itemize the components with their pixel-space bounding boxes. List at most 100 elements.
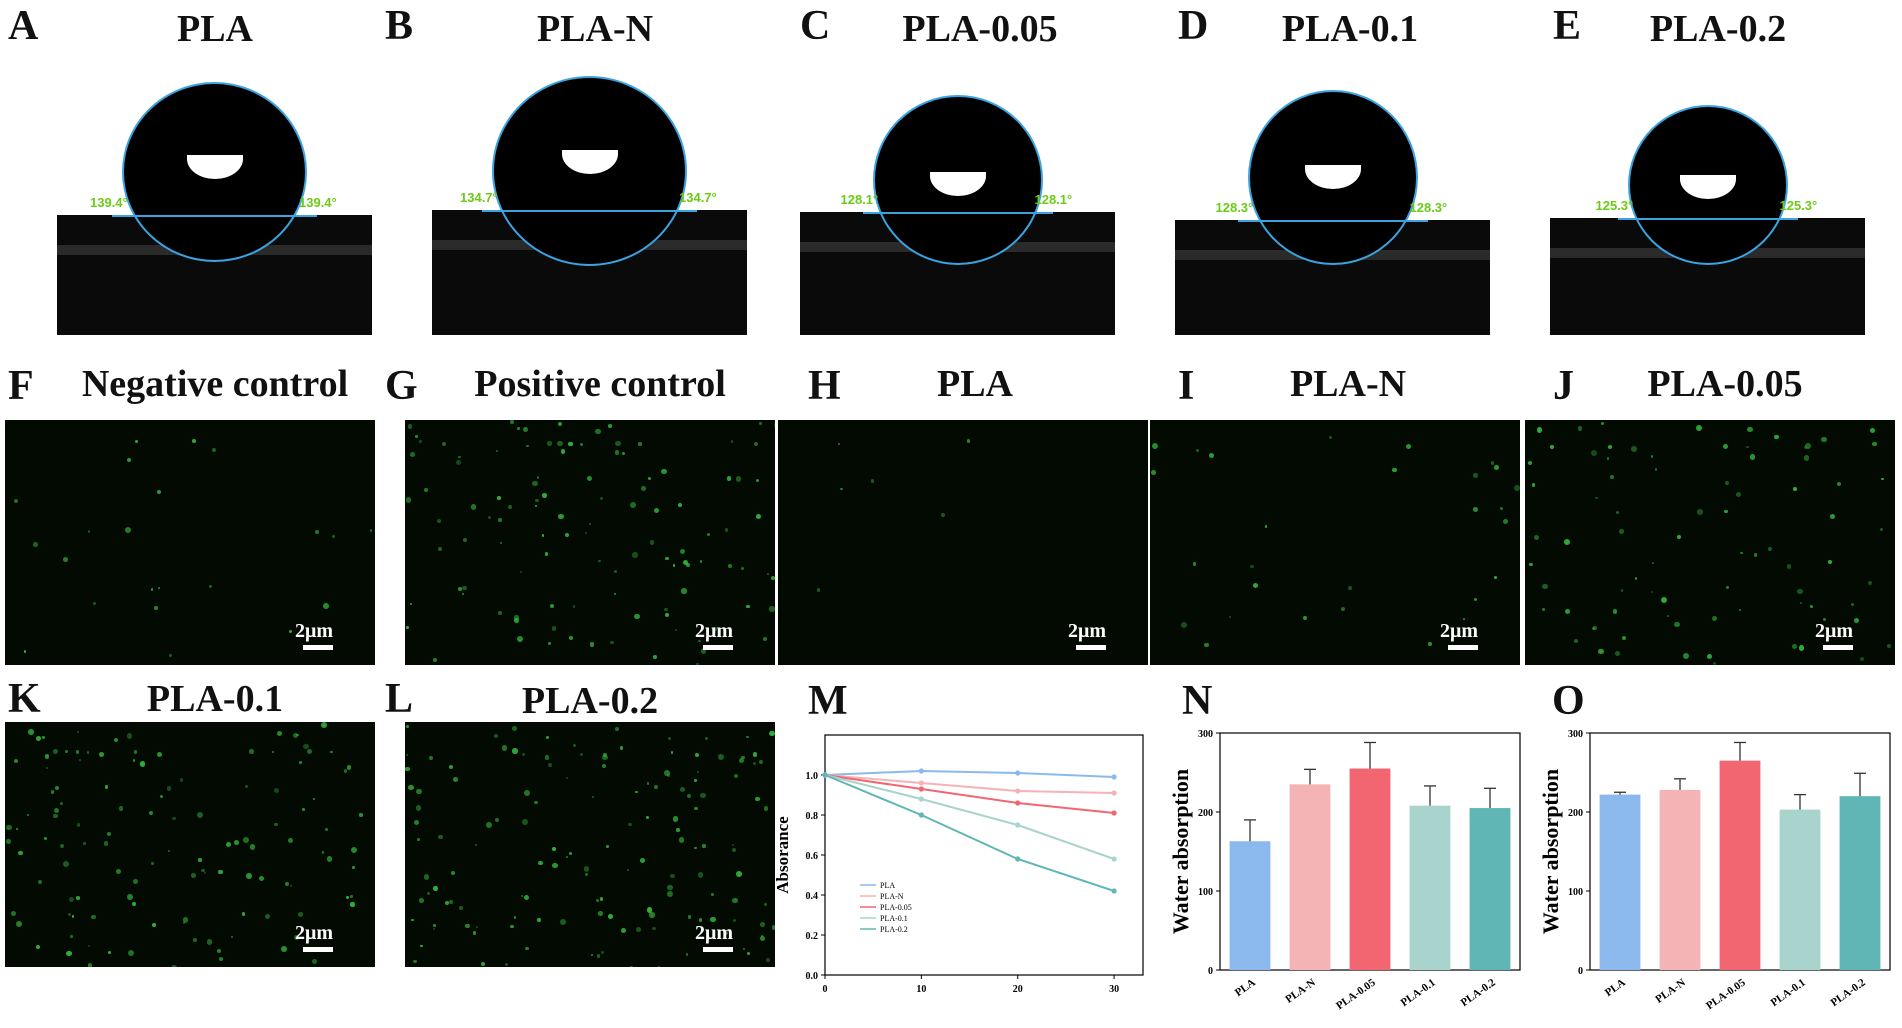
- fluorescent-spot: [685, 562, 690, 567]
- fluorescent-spot: [627, 822, 632, 827]
- panel-letter-g: G: [385, 363, 418, 409]
- fluorescence-title: PLA-0.05: [1647, 363, 1803, 405]
- fluorescent-spot: [1803, 455, 1810, 461]
- fluorescent-spot: [676, 828, 680, 832]
- fluorescent-spot: [634, 613, 640, 620]
- fluorescent-spot: [694, 846, 698, 850]
- fluorescent-spot: [250, 844, 256, 850]
- fluorescent-spot: [346, 896, 349, 899]
- fluorescent-spot: [1328, 436, 1332, 440]
- fluorescent-spot: [292, 732, 299, 738]
- series-line-pla-0.05: [824, 774, 1115, 814]
- fluorescent-spot: [1180, 622, 1187, 629]
- fluorescent-spot: [63, 557, 69, 562]
- y-axis-label: Absorance: [773, 816, 792, 894]
- y-tick-label: 0: [1208, 966, 1213, 977]
- fluorescent-spot: [536, 917, 542, 922]
- fluorescent-spot: [645, 816, 649, 820]
- left-contact-angle: 125.3°: [1595, 198, 1634, 213]
- fluorescent-spot: [405, 725, 409, 729]
- fluorescent-spot: [551, 846, 556, 851]
- contact-angle-image: 139.4° 139.4°: [57, 70, 372, 335]
- fluorescent-spot: [572, 743, 576, 747]
- fluorescent-spot: [1597, 648, 1604, 655]
- fluorescence-title: PLA-0.2: [521, 680, 659, 722]
- contact-angle-image: 134.7° 134.7°: [432, 70, 747, 335]
- fluorescent-spot: [626, 869, 629, 872]
- data-point: [1015, 770, 1021, 776]
- fluorescent-spot: [685, 953, 688, 956]
- fluorescent-spot: [545, 735, 550, 740]
- fluorescent-spot: [1723, 444, 1729, 450]
- fluorescent-spot: [547, 441, 552, 446]
- fluorescent-spot: [1392, 467, 1397, 473]
- legend-label: PLA-N: [880, 892, 904, 901]
- panel-letter-j: J: [1553, 363, 1574, 409]
- fluorescent-spot: [1804, 445, 1808, 449]
- data-point: [1111, 856, 1117, 862]
- y-tick-label: 0.4: [806, 891, 819, 902]
- data-point: [918, 796, 924, 802]
- fluorescent-spot: [277, 730, 283, 737]
- fluorescent-spot: [535, 498, 539, 502]
- fluorescent-spot: [704, 736, 709, 741]
- fluorescent-spot: [646, 782, 650, 785]
- fluorescent-spot: [1837, 481, 1842, 486]
- fluorescent-spot: [59, 843, 65, 848]
- fluorescent-spot: [598, 559, 602, 563]
- fluorescent-spot: [664, 607, 668, 612]
- scale-bar-label: 2μm: [1815, 620, 1853, 642]
- fluorescent-spot: [343, 769, 348, 773]
- fluorescent-spot: [16, 920, 23, 927]
- fluorescent-spot: [420, 944, 423, 947]
- fluorescent-spot: [1406, 444, 1412, 450]
- fluorescent-spot: [678, 502, 683, 507]
- scale-bar: [303, 645, 333, 650]
- fluorescent-spot: [28, 729, 34, 735]
- fluorescent-spot: [559, 919, 566, 926]
- fluorescent-spot: [735, 871, 742, 877]
- fluorescent-spot: [487, 515, 492, 520]
- fluorescent-spot: [1612, 609, 1618, 614]
- fluorescent-spot: [1652, 562, 1655, 565]
- fluorescence-title: PLA: [937, 363, 1013, 405]
- fluorescent-spot: [614, 727, 619, 732]
- fluorescent-spot: [505, 962, 509, 966]
- fluorescent-spot: [436, 518, 442, 524]
- fluorescent-spot: [1615, 650, 1621, 656]
- fluorescent-spot: [614, 450, 620, 455]
- scale-bar-label: 2μm: [295, 620, 333, 642]
- fluorescent-spot: [1348, 585, 1353, 590]
- fluorescent-spot: [614, 569, 618, 573]
- fluorescent-spot: [598, 911, 603, 916]
- y-tick-label: 0.0: [806, 971, 819, 982]
- fluorescent-spot: [264, 913, 271, 920]
- fluorescent-spot: [1666, 614, 1670, 618]
- fluorescent-spot: [695, 752, 700, 757]
- fluorescent-spot: [541, 534, 544, 537]
- fluorescent-spot: [1622, 635, 1627, 640]
- fluorescent-spot: [746, 604, 750, 609]
- fluorescence-image: 2μm: [5, 722, 375, 967]
- fluorescent-spot: [1674, 621, 1680, 628]
- scale-bar-label: 2μm: [1068, 620, 1106, 642]
- fluorescent-spot: [653, 785, 658, 790]
- fluorescent-spot: [1616, 511, 1620, 515]
- fluorescent-spot: [1747, 426, 1753, 433]
- fluorescent-spot: [1565, 609, 1571, 615]
- fluorescent-spot: [1473, 473, 1478, 478]
- fluorescent-spot: [1574, 638, 1579, 643]
- fluorescent-spot: [514, 916, 517, 919]
- fluorescent-spot: [1528, 461, 1533, 466]
- fluorescent-spot: [687, 793, 692, 798]
- fluorescent-spot: [1601, 421, 1605, 425]
- fluorescent-spot: [536, 476, 539, 479]
- fluorescent-spot: [661, 469, 667, 475]
- fluorescent-spot: [169, 654, 172, 657]
- scale-bar-label: 2μm: [695, 922, 733, 944]
- fluorescent-spot: [679, 786, 685, 792]
- fluorescent-spot: [68, 913, 71, 916]
- fluorescent-spot: [116, 868, 122, 874]
- fluorescent-spot: [588, 522, 592, 526]
- fluorescent-spot: [1683, 653, 1689, 660]
